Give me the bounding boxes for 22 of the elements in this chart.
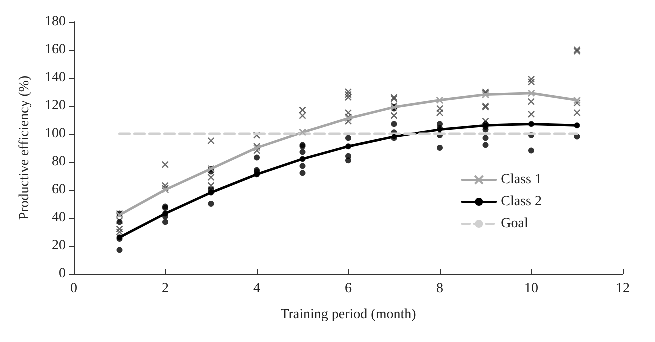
y-tick-label: 80 [52, 154, 66, 170]
y-tick-label: 180 [45, 14, 66, 30]
y-tick-label: 40 [52, 210, 66, 226]
y-axis-title: Productive efficiency (%) [18, 75, 32, 220]
legend-label: Class 1 [501, 172, 542, 188]
x-tick-label: 8 [436, 282, 444, 296]
x-tick-label: 2 [162, 282, 169, 296]
x-tick-label: 4 [254, 282, 260, 296]
y-tick-label: 160 [45, 42, 66, 58]
legend-label: Goal [501, 216, 528, 232]
x-tick-label: 10 [524, 282, 538, 296]
x-tick-label: 12 [616, 282, 630, 296]
x-tick-label: 6 [345, 282, 352, 296]
y-tick-label: 140 [45, 70, 66, 86]
y-tick-label: 20 [52, 238, 66, 254]
y-tick-label: 0 [59, 266, 66, 282]
legend-label: Class 2 [501, 194, 542, 210]
y-tick-label: 60 [52, 182, 66, 198]
x-tick-label: 0 [70, 282, 78, 296]
y-tick-label: 120 [45, 98, 66, 114]
x-axis-title: Training period (month) [280, 308, 417, 322]
y-tick-label: 100 [45, 126, 66, 142]
